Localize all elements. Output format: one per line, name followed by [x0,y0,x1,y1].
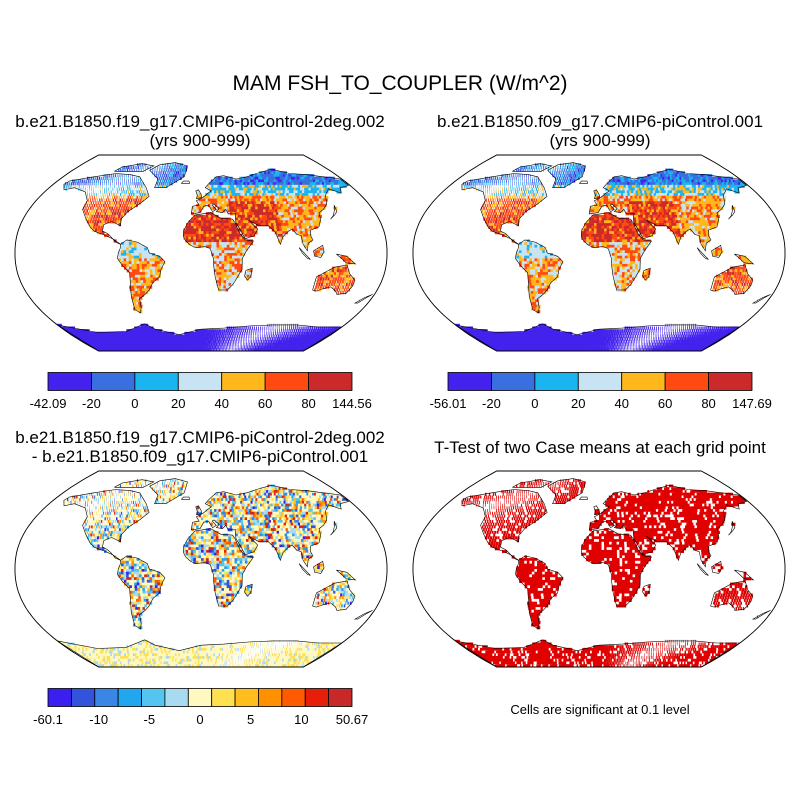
colorbar-case1-tick-label: 40 [214,396,228,410]
colorbar-case2-tick-label: 147.69 [732,396,772,410]
map-difference [14,470,388,668]
map-border [412,154,786,352]
land-cells [55,163,360,351]
colorbar-case1-tick-label: 144.56 [332,396,372,410]
colorbar-difference-swatch [187,688,213,707]
colorbar-difference-swatch [70,688,96,707]
colorbar-case2-tick-label: 20 [571,396,585,410]
colorbar-case1-tick-label: -20 [82,396,101,410]
colorbar-difference-swatch [94,688,119,707]
colorbar-case1-swatch [177,372,223,391]
colorbar-case2-swatch [621,372,666,391]
colorbar-difference-swatch [304,688,330,707]
panel2-title-line1: b.e21.B1850.f09_g17.CMIP6-piControl.001 [436,112,764,131]
colorbar-difference-swatch [211,688,236,707]
colorbar-difference-swatch [47,688,72,707]
colorbar-difference: -60.1 -10 -5 0 5 10 50.67 [33,688,369,726]
land-cells [453,163,758,351]
panel3-title-line1: b.e21.B1850.f19_g17.CMIP6-piControl-2deg… [15,428,385,447]
colorbar-case1-swatch [47,372,92,391]
colorbar-case2-swatch [708,372,753,391]
main-title: MAM FSH_TO_COUPLER (W/m^2) [232,72,568,95]
colorbar-case2-swatch [664,372,709,391]
colorbar-case2-tick-label: 60 [658,396,672,410]
colorbar-difference-tick-label: -10 [89,712,108,726]
colorbar-case2-tick-label: -56.01 [430,396,467,410]
colorbar-case1-tick-label: 20 [171,396,185,410]
colorbar-case2: -56.01 -20 0 20 40 60 80 147.69 [430,372,772,410]
colorbar-case1-tick-label: -42.09 [30,396,67,410]
colorbar-case2-tick-label: -20 [482,396,501,410]
map-case2 [412,154,786,352]
colorbar-case1-swatch [264,372,309,391]
colorbar-difference-swatch [258,688,283,707]
colorbar-case1-swatch [134,372,179,391]
colorbar-difference-swatch [141,688,166,707]
colorbar-case2-tick-label: 40 [614,396,628,410]
colorbar-difference-swatch [234,688,259,707]
colorbar-difference-swatch [281,688,306,707]
colorbar-case2-swatch [447,372,492,391]
panel1-title-line1: b.e21.B1850.f19_g17.CMIP6-piControl-2deg… [15,112,385,131]
map-border [14,154,388,352]
colorbar-case1-tick-label: 60 [258,396,272,410]
colorbar-case1-tick-label: 0 [131,396,138,410]
colorbar-difference-tick-label: 10 [294,712,308,726]
colorbar-case1-swatch [308,372,353,391]
map-ttest [412,470,786,668]
map-case1 [14,154,388,352]
colorbar-difference-tick-label: 5 [247,712,254,726]
colorbar-case1-tick-label: 80 [301,396,315,410]
colorbar-difference-swatch [328,688,353,707]
colorbar-difference-tick-label: -60.1 [33,712,63,726]
colorbar-difference-swatch [164,688,189,707]
colorbar-case1-swatch [91,372,136,391]
map-border [412,470,786,668]
panel4-title: T-Test of two Case means at each grid po… [434,438,766,457]
colorbar-case2-swatch [577,372,623,391]
colorbar-case2-tick-label: 0 [531,396,538,410]
colorbar-case2-swatch [491,372,536,391]
colorbar-difference-tick-label: 50.67 [336,712,369,726]
colorbar-case1-swatch [221,372,266,391]
colorbar-case2-swatch [534,372,579,391]
coastlines [57,162,373,351]
colorbar-case1: -42.09 -20 0 20 40 60 80 144.56 [30,372,372,410]
panel3-title-line2: - b.e21.B1850.f09_g17.CMIP6-piControl.00… [31,447,369,466]
colorbar-difference-swatch [117,688,142,707]
colorbar-difference-tick-label: 0 [196,712,203,726]
panel1-title-line2: (yrs 900-999) [149,131,251,150]
land-cells [453,479,758,667]
significance-note: Cells are significant at 0.1 level [510,702,690,717]
coastlines [455,162,771,351]
colorbar-case2-tick-label: 80 [701,396,715,410]
map-border [14,470,388,668]
coastlines [57,478,373,667]
panel2-title-line2: (yrs 900-999) [549,131,651,150]
coastlines [455,478,771,667]
colorbar-difference-tick-label: -5 [144,712,156,726]
land-cells [55,479,360,667]
